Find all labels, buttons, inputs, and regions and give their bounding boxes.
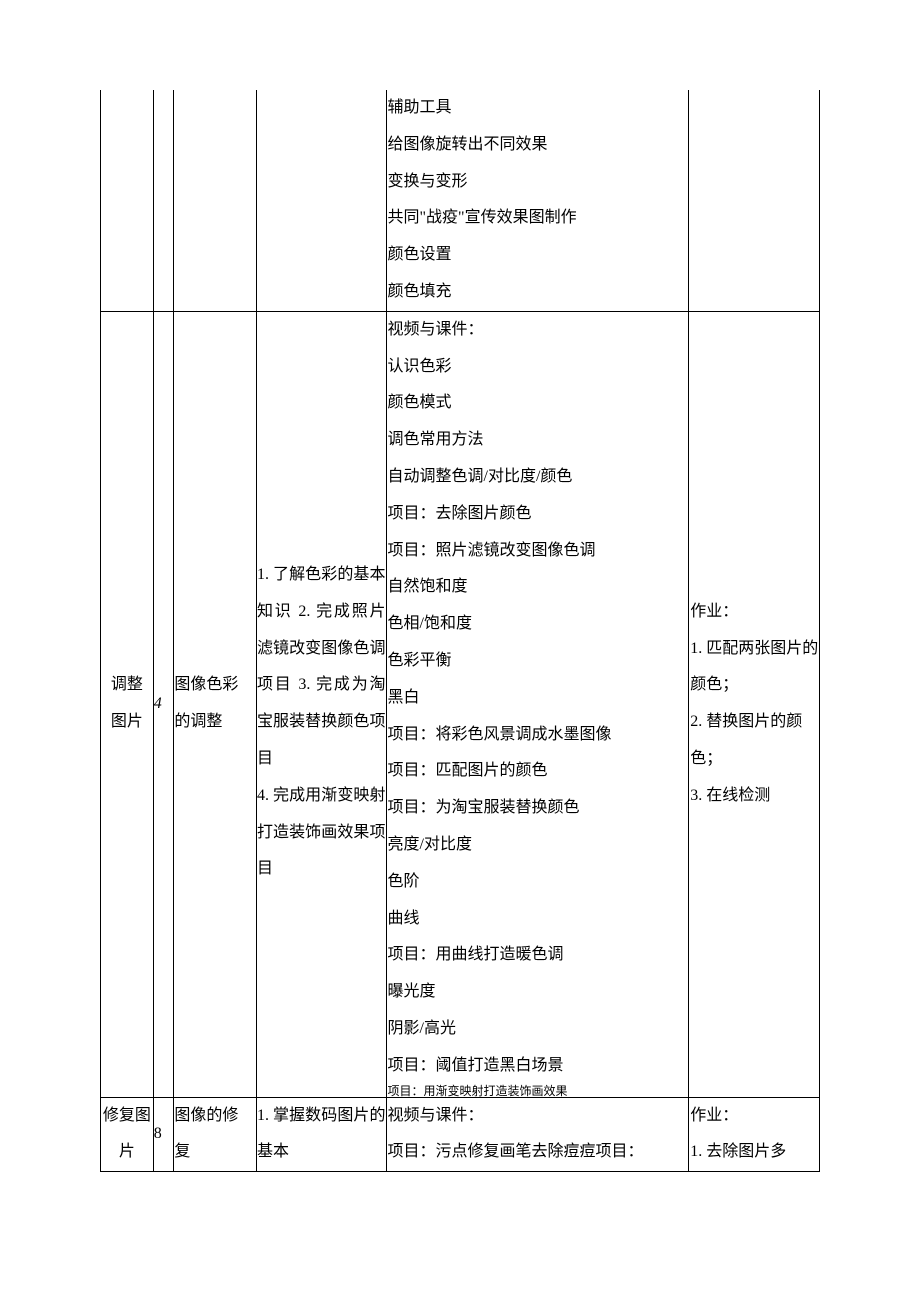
cell-homework: 作业： 1. 去除图片多 xyxy=(689,1097,820,1172)
content-line: 项目：匹配图片的颜色 xyxy=(388,753,689,790)
cell-content: 辅助工具 给图像旋转出不同效果 变换与变形 共同"战疫"宣传效果图制作 颜色设置… xyxy=(386,90,689,311)
content-line: 自动调整色调/对比度/颜色 xyxy=(388,459,689,496)
content-line: 共同"战疫"宣传效果图制作 xyxy=(388,200,689,237)
cell-topic: 图像的修 复 xyxy=(174,1097,257,1172)
curriculum-table: 辅助工具 给图像旋转出不同效果 变换与变形 共同"战疫"宣传效果图制作 颜色设置… xyxy=(100,90,820,1172)
chapter-line: 片 xyxy=(101,1134,153,1171)
topic-line: 图像色彩 xyxy=(174,667,256,704)
content-line: 色彩平衡 xyxy=(388,643,689,680)
cell-chapter xyxy=(101,90,154,311)
chapter-line: 图片 xyxy=(101,704,153,741)
content-line: 色阶 xyxy=(388,864,689,901)
content-line: 项目：将彩色风景调成水墨图像 xyxy=(388,717,689,754)
cell-topic: 图像色彩 的调整 xyxy=(174,311,257,1097)
chapter-line: 修复图 xyxy=(101,1098,153,1135)
cell-content: 视频与课件： 项目：污点修复画笔去除痘痘项目： xyxy=(386,1097,689,1172)
table-row: 修复图 片 8 图像的修 复 1. 掌握数码图片的基本 视频与课件： 项目：污点… xyxy=(101,1097,820,1172)
table-row: 辅助工具 给图像旋转出不同效果 变换与变形 共同"战疫"宣传效果图制作 颜色设置… xyxy=(101,90,820,311)
cell-homework xyxy=(689,90,820,311)
homework-line: 作业： xyxy=(690,594,819,631)
content-line: 给图像旋转出不同效果 xyxy=(388,127,689,164)
content-line: 曲线 xyxy=(388,901,689,938)
cell-hours xyxy=(153,90,174,311)
cell-topic xyxy=(174,90,257,311)
cell-hours: 4 xyxy=(153,311,174,1097)
cell-chapter: 修复图 片 xyxy=(101,1097,154,1172)
content-line: 项目：照片滤镜改变图像色调 xyxy=(388,533,689,570)
document-page: 辅助工具 给图像旋转出不同效果 变换与变形 共同"战疫"宣传效果图制作 颜色设置… xyxy=(0,0,920,1212)
topic-line: 的调整 xyxy=(174,704,256,741)
hours-value: 4 xyxy=(154,695,162,712)
cell-hours: 8 xyxy=(153,1097,174,1172)
cell-goals: 1. 了解色彩的基本知识 2. 完成照片滤镜改变图像色调项目 3. 完成为淘宝服… xyxy=(256,311,386,1097)
content-line: 项目：为淘宝服装替换颜色 xyxy=(388,790,689,827)
homework-line: 1. 匹配两张图片的颜色； xyxy=(690,631,819,705)
cell-content: 视频与课件： 认识色彩 颜色模式 调色常用方法 自动调整色调/对比度/颜色 项目… xyxy=(386,311,689,1097)
content-line: 阴影/高光 xyxy=(388,1011,689,1048)
content-line: 色相/饱和度 xyxy=(388,606,689,643)
content-line: 项目：用渐变映射打造装饰画效果 xyxy=(388,1085,689,1097)
content-line: 颜色设置 xyxy=(388,237,689,274)
table-row: 调整 图片 4 图像色彩 的调整 1. 了解色彩的基本知识 2. 完成照片滤镜改… xyxy=(101,311,820,1097)
cell-chapter: 调整 图片 xyxy=(101,311,154,1097)
chapter-line: 调整 xyxy=(101,667,153,704)
cell-goals xyxy=(256,90,386,311)
content-line: 亮度/对比度 xyxy=(388,827,689,864)
topic-line: 图像的修 xyxy=(174,1098,256,1135)
content-line: 认识色彩 xyxy=(388,349,689,386)
content-line: 项目：用曲线打造暖色调 xyxy=(388,937,689,974)
content-line: 自然饱和度 xyxy=(388,569,689,606)
homework-line: 2. 替换图片的颜色； xyxy=(690,704,819,778)
goals-text: 1. 了解色彩的基本知识 2. 完成照片滤镜改变图像色调项目 3. 完成为淘宝服… xyxy=(257,566,386,877)
content-line: 视频与课件： xyxy=(388,1098,689,1135)
cell-goals: 1. 掌握数码图片的基本 xyxy=(256,1097,386,1172)
homework-line: 作业： xyxy=(690,1098,819,1135)
content-line: 曝光度 xyxy=(388,974,689,1011)
content-line: 视频与课件： xyxy=(388,312,689,349)
content-line: 项目：阈值打造黑白场景 xyxy=(388,1048,689,1085)
hours-value: 8 xyxy=(154,1125,162,1142)
homework-line: 3. 在线检测 xyxy=(690,778,819,815)
homework-line: 1. 去除图片多 xyxy=(690,1134,819,1171)
content-line: 颜色填充 xyxy=(388,274,689,311)
cell-homework: 作业： 1. 匹配两张图片的颜色； 2. 替换图片的颜色； 3. 在线检测 xyxy=(689,311,820,1097)
content-line: 颜色模式 xyxy=(388,385,689,422)
topic-line: 复 xyxy=(174,1134,256,1171)
content-line: 变换与变形 xyxy=(388,164,689,201)
content-line: 黑白 xyxy=(388,680,689,717)
content-line: 调色常用方法 xyxy=(388,422,689,459)
content-line: 项目：去除图片颜色 xyxy=(388,496,689,533)
goals-text: 1. 掌握数码图片的基本 xyxy=(257,1107,386,1161)
content-line: 项目：污点修复画笔去除痘痘项目： xyxy=(388,1134,689,1171)
content-line: 辅助工具 xyxy=(388,90,689,127)
